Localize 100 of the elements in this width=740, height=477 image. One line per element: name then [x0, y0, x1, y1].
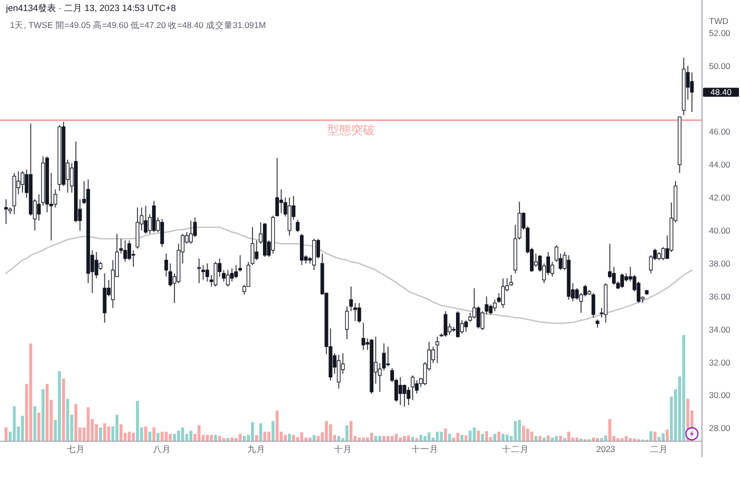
bar [152, 427, 156, 442]
bar [436, 432, 439, 442]
bar [654, 432, 656, 442]
bar [29, 344, 32, 442]
y-tick-label: 36.00 [709, 291, 731, 302]
bar [542, 438, 546, 442]
bar [407, 435, 410, 442]
annotation: jen4134發表 · 二月 13, 2023 14:53 UTC+8 [5, 3, 176, 13]
y-axis-title: TWD [709, 16, 728, 26]
bar [251, 422, 254, 442]
bar [172, 434, 176, 442]
bar [526, 428, 530, 442]
bar [263, 432, 266, 442]
bar [156, 432, 160, 442]
bar [206, 434, 209, 442]
bar [596, 438, 599, 442]
bar [559, 436, 562, 442]
bar [42, 389, 44, 442]
bar [440, 432, 443, 442]
bar [550, 438, 554, 442]
bar [21, 416, 24, 442]
y-tick-label: 30.00 [709, 390, 731, 400]
bar [226, 438, 230, 442]
bar [350, 421, 353, 442]
ref-line: 型態突破 [0, 119, 702, 138]
bar [148, 432, 152, 442]
x-tick-label: 九月 [248, 444, 266, 454]
bar [276, 410, 279, 442]
y-tick-label: 44.00 [709, 160, 731, 170]
bar [210, 434, 213, 442]
bar [493, 434, 496, 442]
y-tick-label: 50.00 [709, 60, 731, 71]
bar [86, 407, 90, 442]
y-tick-label: 46.00 [709, 126, 731, 137]
bar [538, 436, 542, 442]
bar [284, 434, 287, 442]
bar [230, 438, 234, 442]
bar [4, 427, 8, 442]
bar [485, 431, 488, 442]
bar [329, 424, 332, 442]
bar [398, 438, 402, 442]
bar [214, 434, 217, 442]
bar [218, 436, 222, 442]
bar [662, 433, 665, 442]
bar [518, 420, 521, 442]
y-tick-label: 34.00 [709, 324, 731, 334]
bar [374, 436, 378, 442]
bar [160, 432, 164, 442]
bar [66, 398, 70, 442]
bar [497, 432, 500, 442]
bar [456, 432, 460, 442]
bar [428, 432, 431, 442]
bar [99, 427, 102, 442]
bar [546, 435, 550, 442]
y-tick-label: 32.00 [709, 357, 731, 368]
bar [628, 438, 632, 442]
bar [144, 426, 148, 442]
bar [575, 438, 578, 442]
bar [580, 438, 583, 442]
price-label: 48.40 [703, 87, 739, 98]
bar [506, 434, 509, 442]
bar [181, 427, 184, 442]
bar [592, 438, 595, 442]
bar [370, 432, 374, 442]
x-tick-label: 七月 [66, 444, 85, 454]
bar [316, 436, 320, 442]
bar [460, 434, 464, 442]
ref-line-label: 型態突破 [327, 123, 375, 138]
bar [198, 425, 201, 442]
bar [33, 406, 36, 442]
y-tick-label: 40.00 [709, 226, 731, 236]
bar [136, 400, 139, 442]
bar [481, 434, 484, 442]
bar [37, 412, 40, 442]
bar [563, 438, 566, 442]
y-tick-label: 38.00 [709, 258, 731, 268]
bar [424, 436, 426, 442]
bar [234, 438, 238, 442]
bar [74, 404, 78, 442]
bar [468, 430, 472, 442]
bar [115, 414, 118, 442]
bar [168, 434, 172, 442]
bar [259, 423, 262, 442]
bar [312, 434, 316, 442]
bar [46, 384, 49, 442]
x-tick-label: 十二月 [502, 444, 529, 454]
bar [534, 436, 538, 442]
bar [324, 421, 328, 442]
bar [554, 436, 558, 442]
bar [522, 426, 526, 442]
x-tick-label: 二月 [650, 444, 668, 454]
bar [132, 432, 135, 442]
bar [308, 438, 312, 442]
bar [120, 424, 123, 442]
x-tick-label: 十月 [334, 444, 352, 454]
bar [658, 437, 661, 442]
y-tick-label: 28.00 [709, 423, 731, 434]
bar [386, 436, 390, 442]
bar [390, 436, 394, 442]
bar [666, 430, 669, 442]
